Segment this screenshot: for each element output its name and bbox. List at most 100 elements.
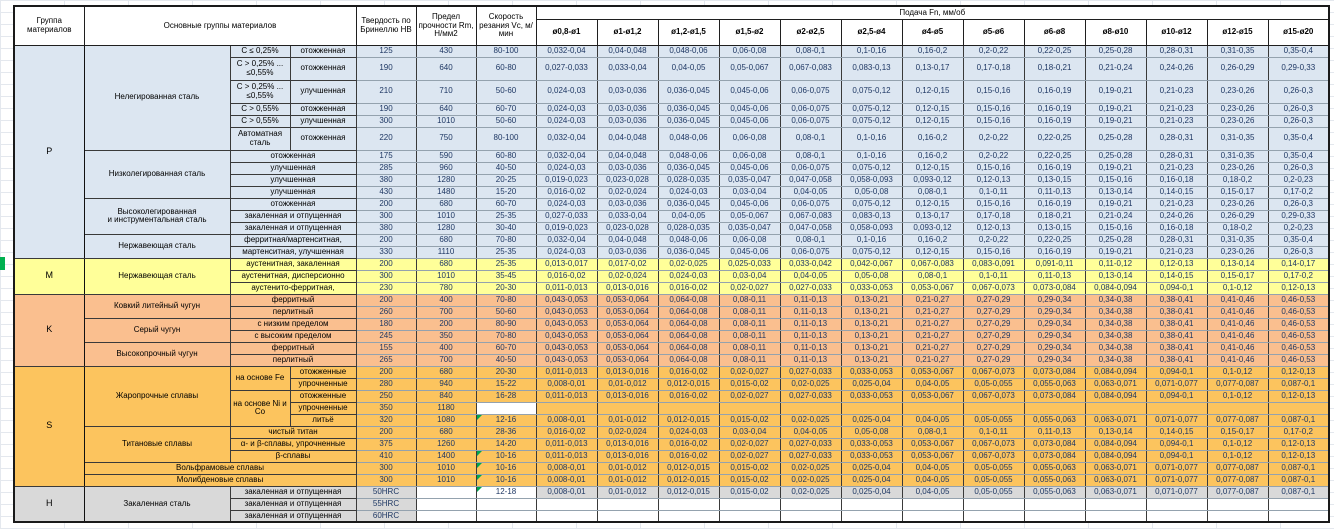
feed-value[interactable]: 0,05-0,067 [718, 209, 781, 223]
material-subtype[interactable]: C > 0,25% ... ≤0,55% [229, 56, 291, 81]
feed-value[interactable]: 0,071-0,077 [1145, 461, 1208, 475]
feed-value[interactable]: 0,15-0,16 [962, 102, 1025, 116]
feed-value[interactable]: 0,011-0,013 [535, 389, 598, 403]
hardness-value[interactable]: 175 [355, 149, 417, 163]
feed-value[interactable]: 0,043-0,053 [535, 305, 598, 319]
feed-value[interactable]: 0,042-0,067 [840, 257, 903, 271]
feed-value[interactable]: 0,016-0,02 [657, 389, 720, 403]
feed-value[interactable]: 0,35-0,4 [1267, 233, 1330, 247]
strength-value[interactable]: 700 [415, 353, 477, 367]
header-main-groups[interactable]: Основные группы материалов [83, 5, 357, 46]
feed-value[interactable]: 0,053-0,067 [901, 389, 964, 403]
feed-value[interactable]: 0,008-0,01 [535, 485, 598, 499]
feed-col-header[interactable]: ø8-ø10 [1084, 18, 1147, 46]
feed-value[interactable]: 0,064-0,08 [657, 353, 720, 367]
feed-value[interactable]: 0,024-0,03 [657, 269, 720, 283]
feed-value[interactable]: 0,38-0,41 [1145, 329, 1208, 343]
strength-value[interactable]: 780 [415, 281, 477, 295]
strength-value[interactable]: 1400 [415, 449, 477, 463]
feed-value[interactable]: 0,028-0,035 [657, 221, 720, 235]
feed-value[interactable]: 0,06-0,075 [779, 161, 842, 175]
strength-value[interactable]: 430 [415, 44, 477, 58]
feed-value[interactable]: 0,053-0,064 [596, 305, 659, 319]
feed-value[interactable]: 0,04-0,05 [901, 413, 964, 427]
feed-value[interactable]: 0,077-0,087 [1206, 377, 1269, 391]
feed-value[interactable]: 0,41-0,46 [1206, 329, 1269, 343]
material-name[interactable]: Нержавеющая сталь [83, 257, 231, 295]
strength-value[interactable]: 1480 [415, 185, 477, 199]
strength-value[interactable]: 940 [415, 377, 477, 391]
feed-value[interactable]: 0,03-0,036 [596, 197, 659, 211]
feed-value[interactable]: 0,03-0,04 [718, 425, 781, 439]
feed-value[interactable] [596, 497, 659, 511]
feed-value[interactable]: 0,26-0,3 [1267, 161, 1330, 175]
feed-value[interactable]: 0,08-0,1 [779, 126, 842, 151]
feed-value[interactable]: 0,093-0,12 [901, 173, 964, 187]
hardness-value[interactable]: 265 [355, 353, 417, 367]
feed-value[interactable]: 0,23-0,26 [1206, 197, 1269, 211]
cutting-speed-value[interactable]: 30-40 [475, 221, 537, 235]
strength-value[interactable]: 1080 [415, 413, 477, 427]
feed-value[interactable]: 0,075-0,12 [840, 197, 903, 211]
material-state[interactable]: мартенситная, улучшенная [229, 245, 357, 259]
feed-value[interactable]: 0,38-0,41 [1145, 341, 1208, 355]
cutting-speed-value[interactable]: 60-80 [475, 56, 537, 81]
feed-value[interactable]: 0,19-0,21 [1084, 114, 1147, 128]
strength-value[interactable]: 1010 [415, 209, 477, 223]
hardness-value[interactable]: 320 [355, 413, 417, 427]
feed-value[interactable]: 0,13-0,21 [840, 353, 903, 367]
feed-value[interactable]: 0,012-0,015 [657, 377, 720, 391]
feed-value[interactable]: 0,024-0,03 [535, 245, 598, 259]
feed-value[interactable]: 0,28-0,31 [1145, 44, 1208, 58]
feed-value[interactable]: 0,077-0,087 [1206, 461, 1269, 475]
feed-value[interactable] [1084, 401, 1147, 415]
material-state[interactable]: отожженная [289, 56, 357, 81]
feed-value[interactable]: 0,21-0,23 [1145, 79, 1208, 104]
feed-value[interactable]: 0,21-0,27 [901, 317, 964, 331]
feed-value[interactable]: 0,04-0,048 [596, 233, 659, 247]
feed-value[interactable]: 0,16-0,19 [1023, 79, 1086, 104]
feed-value[interactable]: 0,15-0,16 [962, 79, 1025, 104]
feed-value[interactable]: 0,011-0,013 [535, 365, 598, 379]
feed-value[interactable]: 0,032-0,04 [535, 149, 598, 163]
feed-value[interactable]: 0,067-0,073 [962, 281, 1025, 295]
feed-value[interactable]: 0,093-0,12 [901, 221, 964, 235]
feed-value[interactable]: 0,11-0,13 [1023, 269, 1086, 283]
strength-value[interactable]: 680 [415, 197, 477, 211]
feed-value[interactable]: 0,21-0,27 [901, 305, 964, 319]
feed-value[interactable]: 0,033-0,04 [596, 209, 659, 223]
feed-value[interactable]: 0,084-0,094 [1084, 437, 1147, 451]
feed-value[interactable]: 0,047-0,058 [779, 221, 842, 235]
feed-value[interactable]: 0,024-0,03 [535, 102, 598, 116]
header-hardness[interactable]: Твердость по Бринеллю HB [355, 5, 417, 46]
feed-value[interactable]: 0,18-0,21 [1023, 56, 1086, 81]
feed-value[interactable]: 0,035-0,047 [718, 221, 781, 235]
strength-value[interactable]: 750 [415, 126, 477, 151]
material-state[interactable]: закаленная и отпущенная [229, 485, 357, 499]
hardness-value[interactable]: 50HRC [355, 485, 417, 499]
feed-value[interactable]: 0,019-0,023 [535, 173, 598, 187]
feed-value[interactable]: 0,41-0,46 [1206, 293, 1269, 307]
feed-col-header[interactable]: ø0,8-ø1 [535, 18, 598, 46]
feed-value[interactable]: 0,21-0,27 [901, 329, 964, 343]
feed-value[interactable]: 0,13-0,21 [840, 293, 903, 307]
feed-value[interactable]: 0,06-0,08 [718, 44, 781, 58]
feed-value[interactable] [1084, 497, 1147, 511]
material-state[interactable]: улучшенная [289, 79, 357, 104]
material-name[interactable]: Жаропрочные сплавы [83, 365, 231, 427]
feed-value[interactable]: 0,41-0,46 [1206, 317, 1269, 331]
feed-value[interactable]: 0,094-0,1 [1145, 437, 1208, 451]
feed-value[interactable]: 0,01-0,012 [596, 473, 659, 487]
material-state[interactable]: закаленная и отпущенная [229, 209, 357, 223]
feed-value[interactable]: 0,053-0,064 [596, 293, 659, 307]
hardness-value[interactable]: 350 [355, 401, 417, 415]
hardness-value[interactable]: 250 [355, 389, 417, 403]
feed-value[interactable]: 0,02-0,025 [779, 413, 842, 427]
feed-value[interactable]: 0,058-0,093 [840, 221, 903, 235]
feed-value[interactable]: 0,058-0,093 [840, 173, 903, 187]
cutting-speed-value[interactable]: 10-16 [475, 461, 537, 475]
feed-value[interactable]: 0,013-0,016 [596, 365, 659, 379]
feed-value[interactable]: 0,032-0,04 [535, 126, 598, 151]
feed-value[interactable]: 0,025-0,04 [840, 485, 903, 499]
material-state[interactable]: β-сплавы [229, 449, 357, 463]
